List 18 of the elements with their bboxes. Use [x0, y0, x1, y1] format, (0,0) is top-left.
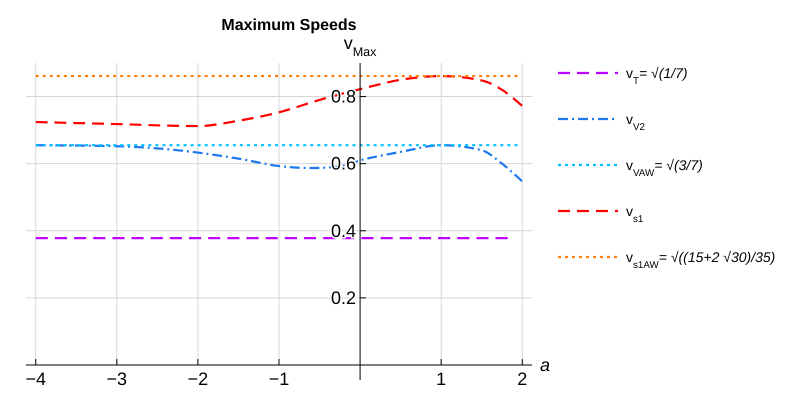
y-axis-title: v$_{Max}$	[344, 33, 378, 59]
legend-label: v$_{V2}$	[626, 111, 645, 132]
legend-label: v$_{s1AW}$= √((15+2 √30)/35)	[626, 249, 776, 270]
legend-label: v$_{VAW}$= √(3/7)	[626, 157, 703, 178]
x-tick-label: −2	[188, 369, 208, 389]
x-tick-label: −3	[106, 369, 128, 389]
x-tick-label: −1	[268, 369, 290, 389]
legend-label: v$_{s1}$	[626, 203, 644, 224]
y-tick-label: 0.4	[331, 220, 356, 241]
y-tick-label: 0.2	[331, 288, 356, 308]
y-tick-label: 0.8	[331, 86, 356, 107]
x-tick-label: −4	[25, 369, 46, 389]
x-tick-label: 1	[436, 369, 446, 389]
x-axis-title: a	[540, 355, 550, 375]
chart-title: Maximum Speeds	[221, 17, 357, 34]
x-tick-label: 2	[517, 369, 528, 389]
line-series	[34, 74, 524, 128]
legend-label: v$_{T}$= √(1/7)	[626, 65, 688, 86]
